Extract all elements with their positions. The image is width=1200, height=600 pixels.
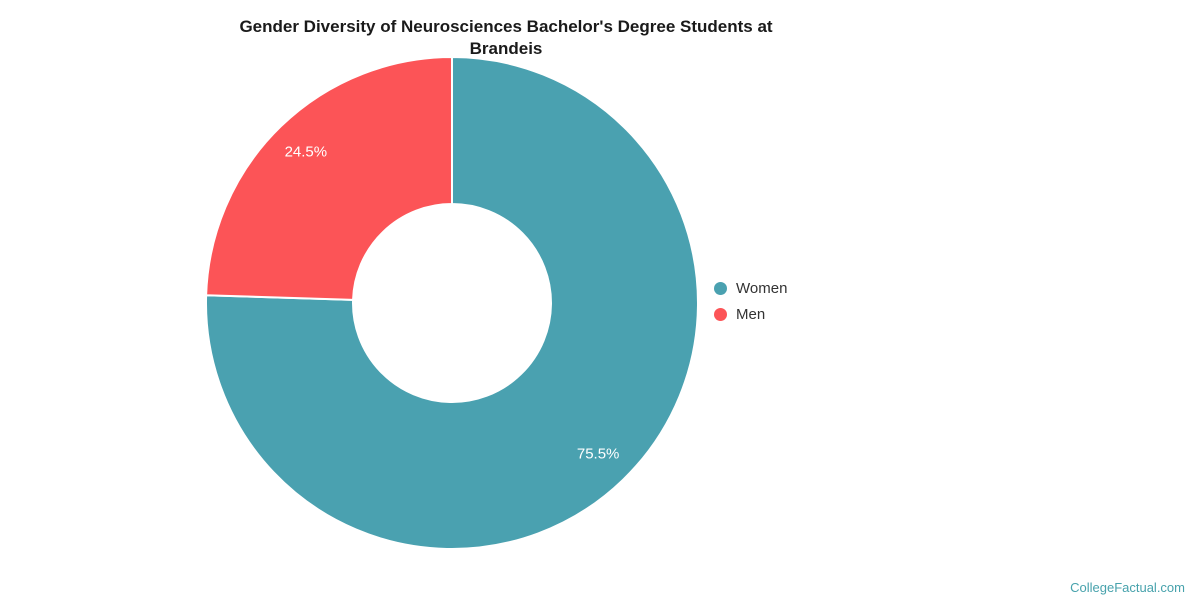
slice-label-men: 24.5% [285,144,328,161]
watermark-link[interactable]: CollegeFactual.com [1070,580,1185,595]
slice-label-women: 75.5% [577,445,620,462]
legend-item-women[interactable]: Women [714,277,787,299]
legend-label-women: Women [736,279,788,297]
pie-slice-men[interactable] [205,56,453,301]
legend-label-men: Men [736,305,766,323]
chart-title: Gender Diversity of Neurosciences Bachel… [239,17,773,58]
legend-marker-men-icon [714,307,727,321]
pie-slice-women[interactable] [205,56,699,550]
legend: Women Men [714,277,787,329]
legend-marker-women-icon [714,281,727,295]
legend-item-men[interactable]: Men [714,303,787,325]
